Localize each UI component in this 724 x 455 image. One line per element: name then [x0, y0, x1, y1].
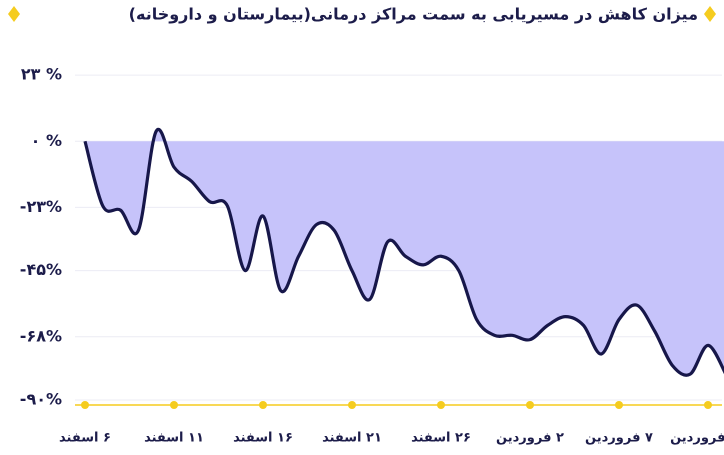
area [85, 129, 724, 376]
x-tick-label: ۱۱ اسفند [144, 431, 204, 446]
x-tick-label: ۲ فروردین [496, 431, 564, 446]
title-icon [8, 6, 20, 22]
x-tick-dot [170, 401, 178, 409]
title-icon [704, 6, 716, 22]
x-tick-label: ۲۱ اسفند [322, 431, 382, 446]
y-tick-label: ۰ % [31, 131, 62, 150]
y-tick-label: -۹۰% [20, 390, 62, 409]
x-tick-label: ۲۶ اسفند [411, 431, 471, 446]
x-tick-dot [526, 401, 534, 409]
x-tick-dot [615, 401, 623, 409]
x-tick-label: ۶ اسفند [59, 431, 111, 446]
x-tick-dot [259, 401, 267, 409]
y-tick-label: -۴۵% [20, 260, 62, 279]
y-tick-label: -۶۸% [20, 326, 62, 345]
y-tick-label: -۲۳% [20, 197, 62, 216]
line [83, 127, 724, 377]
x-tick-dot [704, 401, 712, 409]
x-tick-dot [81, 401, 89, 409]
x-tick-dot [348, 401, 356, 409]
x-tick-label: ۱۶ اسفند [233, 431, 293, 446]
chart-title: میزان کاهش در مسیریابی به سمت مراکز درما… [129, 5, 698, 24]
x-tick-label: ۷ فروردین [585, 431, 653, 446]
x-tick-dot [437, 401, 445, 409]
x-tick-label: ۱۲ فروردین [670, 431, 724, 446]
y-tick-label: ۲۳ % [21, 65, 62, 84]
